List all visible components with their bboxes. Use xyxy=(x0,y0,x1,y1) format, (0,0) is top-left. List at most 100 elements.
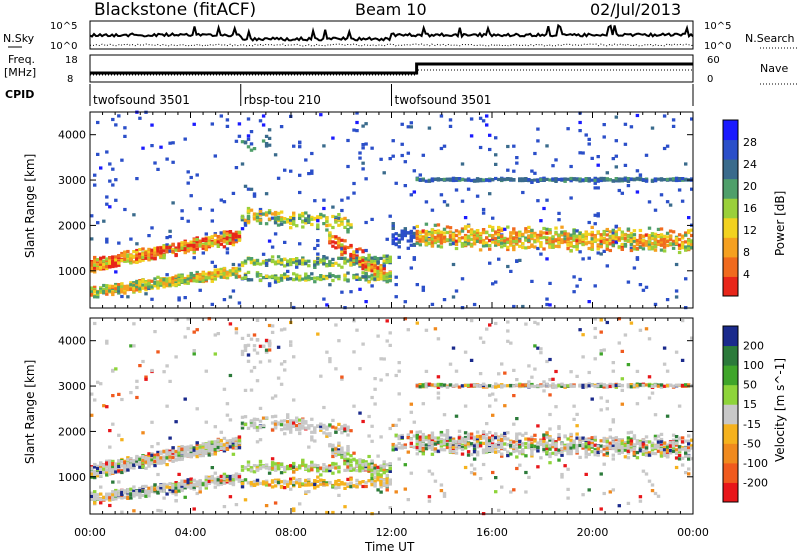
data-cell xyxy=(292,461,296,466)
data-cell xyxy=(177,448,181,452)
data-cell xyxy=(328,237,332,241)
data-cell xyxy=(337,448,341,452)
data-cell xyxy=(340,250,344,254)
data-cell xyxy=(267,275,272,279)
data-cell xyxy=(289,340,293,344)
data-cell xyxy=(563,232,567,236)
data-cell xyxy=(671,230,676,234)
data-cell xyxy=(213,471,218,475)
data-cell xyxy=(183,296,187,300)
data-cell xyxy=(246,353,251,357)
data-cell xyxy=(276,176,281,180)
data-cell xyxy=(560,225,564,229)
data-cell xyxy=(210,480,215,484)
data-cell xyxy=(126,458,130,462)
data-cell xyxy=(596,245,600,249)
data-cell xyxy=(494,280,498,284)
data-cell xyxy=(355,485,359,489)
data-cell xyxy=(123,464,127,468)
data-cell xyxy=(228,238,233,242)
data-cell xyxy=(680,242,685,246)
data-cell xyxy=(225,478,230,482)
data-cell xyxy=(346,462,350,466)
data-cell xyxy=(283,272,287,276)
data-cell xyxy=(433,238,438,242)
data-cell xyxy=(159,509,163,513)
data-cell xyxy=(469,243,474,247)
data-cell xyxy=(289,258,293,262)
data-cell xyxy=(322,431,326,435)
data-cell xyxy=(252,348,257,352)
data-cell xyxy=(373,463,377,467)
data-cell xyxy=(406,125,411,129)
data-cell xyxy=(310,276,314,281)
data-cell xyxy=(370,461,374,465)
data-cell xyxy=(358,481,362,485)
data-cell xyxy=(180,484,184,488)
data-cell xyxy=(246,481,251,485)
data-cell xyxy=(249,187,254,191)
cpid-label: CPID xyxy=(5,88,34,101)
data-cell xyxy=(602,241,606,245)
data-cell xyxy=(105,339,109,343)
data-cell xyxy=(620,178,625,182)
data-cell xyxy=(171,459,175,463)
data-cell xyxy=(240,162,245,166)
data-cell xyxy=(385,477,389,481)
data-cell xyxy=(219,114,224,118)
data-cell xyxy=(361,161,365,165)
data-cell xyxy=(234,266,239,271)
data-cell xyxy=(298,216,302,220)
data-cell xyxy=(322,274,326,279)
data-cell xyxy=(671,118,676,122)
data-cell xyxy=(264,259,269,263)
data-cell xyxy=(605,227,610,232)
data-cell xyxy=(671,124,676,128)
data-cell xyxy=(240,227,245,231)
data-cell xyxy=(469,134,474,138)
data-cell xyxy=(337,482,341,487)
data-cell xyxy=(144,466,148,470)
data-cell xyxy=(328,469,332,473)
data-cell xyxy=(105,150,109,154)
data-cell xyxy=(659,233,664,237)
data-cell xyxy=(626,177,631,181)
data-cell xyxy=(421,288,426,292)
data-cell xyxy=(210,243,215,247)
data-cell xyxy=(298,262,302,266)
data-cell xyxy=(240,423,245,428)
data-cell xyxy=(96,472,100,476)
data-cell xyxy=(111,257,115,262)
data-cell xyxy=(397,369,401,373)
data-cell xyxy=(412,256,417,260)
data-cell xyxy=(301,421,305,425)
data-cell xyxy=(650,126,655,130)
data-cell xyxy=(96,267,100,271)
data-cell xyxy=(400,122,404,126)
data-cell xyxy=(105,468,109,472)
data-cell xyxy=(370,259,374,263)
data-cell xyxy=(475,231,480,235)
data-cell xyxy=(213,477,218,481)
data-cell xyxy=(376,275,380,279)
data-cell xyxy=(635,242,640,247)
data-cell xyxy=(346,164,350,169)
data-cell xyxy=(500,178,504,182)
data-cell xyxy=(186,242,190,246)
data-cell xyxy=(388,279,392,283)
data-cell xyxy=(560,238,564,242)
data-cell xyxy=(331,471,335,475)
data-cell xyxy=(270,461,275,465)
data-cell xyxy=(599,236,603,240)
data-cell xyxy=(219,267,224,271)
data-cell xyxy=(195,243,199,247)
data-cell xyxy=(674,262,679,267)
data-cell xyxy=(397,240,401,244)
data-cell xyxy=(687,216,691,220)
data-cell xyxy=(283,168,287,172)
data-cell xyxy=(575,234,579,238)
data-cell xyxy=(225,272,230,276)
data-cell xyxy=(123,469,127,473)
data-cell xyxy=(174,278,178,282)
data-cell xyxy=(337,263,341,267)
